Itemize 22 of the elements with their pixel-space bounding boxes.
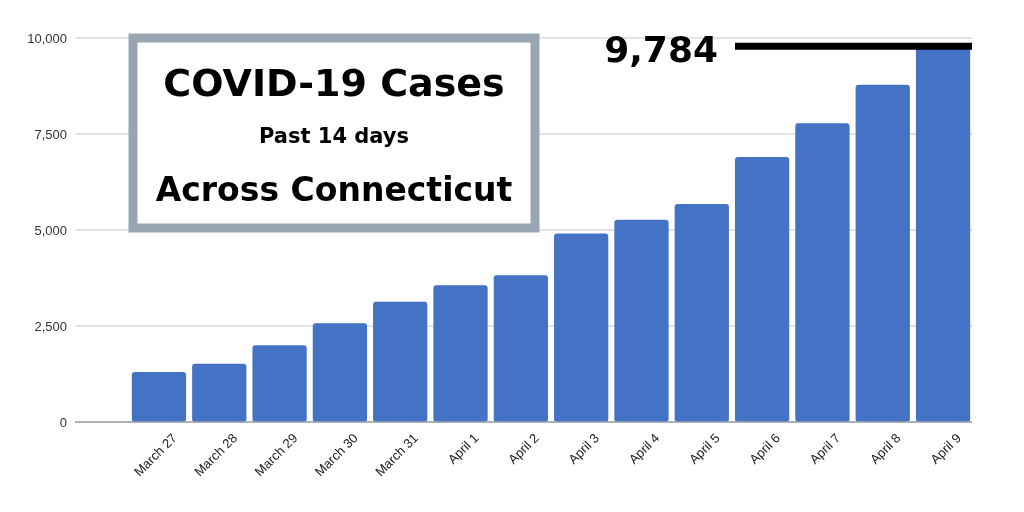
bar bbox=[312, 323, 368, 422]
bar bbox=[674, 203, 729, 422]
bar bbox=[252, 345, 307, 422]
bar bbox=[554, 233, 609, 422]
y-tick-label: 7,500 bbox=[34, 126, 67, 142]
bar bbox=[734, 157, 790, 422]
bar bbox=[373, 301, 428, 422]
y-tick-label: 2,500 bbox=[34, 318, 67, 334]
y-tick-label: 5,000 bbox=[34, 222, 67, 238]
text: COVID-19 Cases bbox=[163, 61, 505, 105]
text: Past 14 days bbox=[258, 124, 410, 148]
bar bbox=[493, 275, 548, 422]
bar bbox=[795, 123, 850, 422]
annotation: Across Connecticut bbox=[155, 170, 513, 209]
bar bbox=[433, 285, 488, 422]
ref-line-label: 9,784 bbox=[604, 29, 718, 71]
bar bbox=[855, 84, 910, 422]
y-tick-label: 0 bbox=[59, 414, 67, 430]
y-tick-label: 10,000 bbox=[27, 30, 67, 46]
bar bbox=[614, 219, 669, 422]
bar bbox=[192, 363, 247, 422]
bar bbox=[131, 372, 187, 422]
